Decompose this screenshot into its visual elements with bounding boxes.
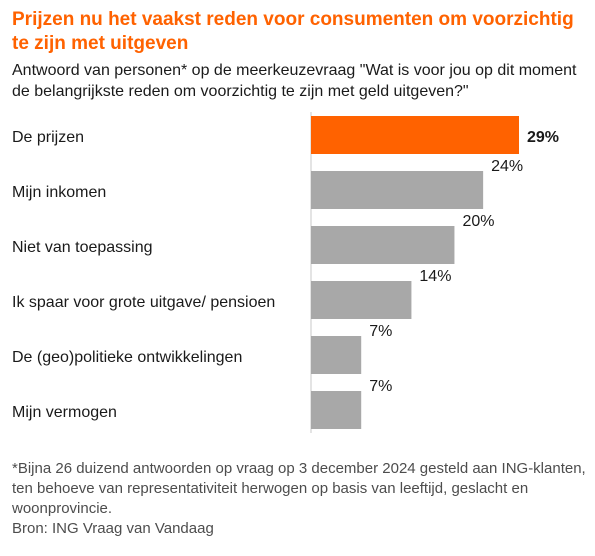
bar	[311, 226, 455, 264]
value-label: 29%	[527, 129, 559, 146]
category-label: De (geo)politieke ontwikkelingen	[12, 349, 242, 366]
category-label: Mijn inkomen	[12, 184, 106, 201]
category-label: Ik spaar voor grote uitgave/ pensioen	[12, 294, 275, 311]
bar	[311, 336, 362, 374]
footnote: *Bijna 26 duizend antwoorden op vraag op…	[12, 460, 586, 517]
category-label: Niet van toepassing	[12, 239, 153, 256]
category-label: Mijn vermogen	[12, 404, 117, 421]
bar	[311, 281, 412, 319]
chart-subtitle: Antwoord van personen* op de meerkeuzevr…	[12, 62, 577, 100]
bar	[311, 171, 484, 209]
value-label: 20%	[462, 213, 494, 230]
source-note: Bron: ING Vraag van Vandaag	[12, 520, 214, 537]
bar-chart: De prijzen 29% Mijn inkomen 24% Niet van toe…	[12, 112, 559, 433]
value-label: 7%	[369, 378, 392, 395]
chart-title: Prijzen nu het vaakst reden voor consume…	[12, 9, 574, 54]
footnote-block: *Bijna 26 duizend antwoorden op vraag op…	[12, 459, 587, 539]
bar	[311, 391, 362, 429]
value-label: 7%	[369, 323, 392, 340]
value-label: 14%	[419, 268, 451, 285]
category-label: De prijzen	[12, 129, 84, 146]
value-label: 24%	[491, 158, 523, 175]
bar	[311, 116, 519, 154]
